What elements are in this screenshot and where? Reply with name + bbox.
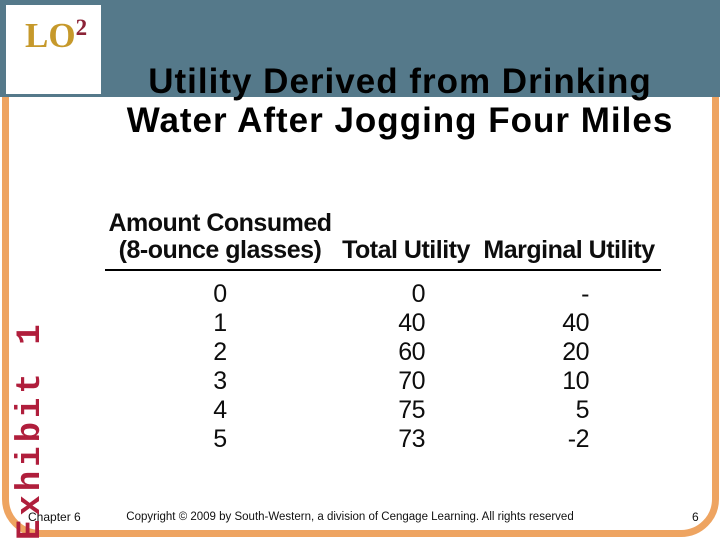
table-row: 2 60 20 [105,338,661,367]
cell-amount: 3 [213,367,227,395]
lo-badge: LO2 [6,5,101,94]
cell-marginal: 40 [562,309,589,337]
slide-title: Utility Derived from Drinking Water Afte… [80,62,720,140]
utility-table: Amount Consumed (8-ounce glasses) Total … [105,210,661,454]
footer-page-number: 6 [692,510,699,524]
table-header-amount-line2: (8-ounce glasses) [118,236,322,264]
cell-marginal: 10 [562,367,589,395]
slide-title-line2: Water After Jogging Four Miles [126,101,674,140]
cell-marginal: 5 [575,396,590,424]
table-body: 0 0 - 1 40 40 2 60 20 3 70 10 4 75 [105,280,661,454]
table-row: 0 0 - [105,280,661,309]
cell-marginal: 20 [562,338,589,366]
table-header-row: Amount Consumed (8-ounce glasses) Total … [105,210,661,271]
cell-marginal: - [581,280,589,308]
lo-badge-text: LO2 [25,15,87,56]
cell-amount: 4 [213,396,227,424]
cell-total: 70 [398,367,425,395]
exhibit-label: Exhibit 1 [12,320,50,540]
slide-title-line1: Utility Derived from Drinking [148,62,652,101]
table-header-amount-line1: Amount Consumed [108,209,332,237]
cell-total: 75 [398,396,425,424]
cell-total: 40 [398,309,425,337]
table-row: 5 73 -2 [105,425,661,454]
table-row: 1 40 40 [105,309,661,338]
table-header-marginal: Marginal Utility [483,236,655,264]
cell-total: 73 [398,425,425,453]
table-header-total: Total Utility [342,236,470,264]
table-header-amount: Amount Consumed (8-ounce glasses) [105,210,335,264]
cell-amount: 1 [213,309,227,337]
cell-total: 60 [398,338,425,366]
cell-amount: 2 [213,338,227,366]
table-row: 4 75 5 [105,396,661,425]
cell-total: 0 [411,280,426,308]
cell-marginal: -2 [567,425,590,453]
cell-amount: 0 [213,280,227,308]
table-row: 3 70 10 [105,367,661,396]
lo-badge-superscript: 2 [75,15,88,40]
header-band [0,0,720,97]
cell-amount: 5 [213,425,227,453]
lo-badge-label: LO [25,16,76,55]
footer-copyright: Copyright © 2009 by South-Western, a div… [126,511,574,523]
footer-chapter: Chapter 6 [28,510,81,524]
